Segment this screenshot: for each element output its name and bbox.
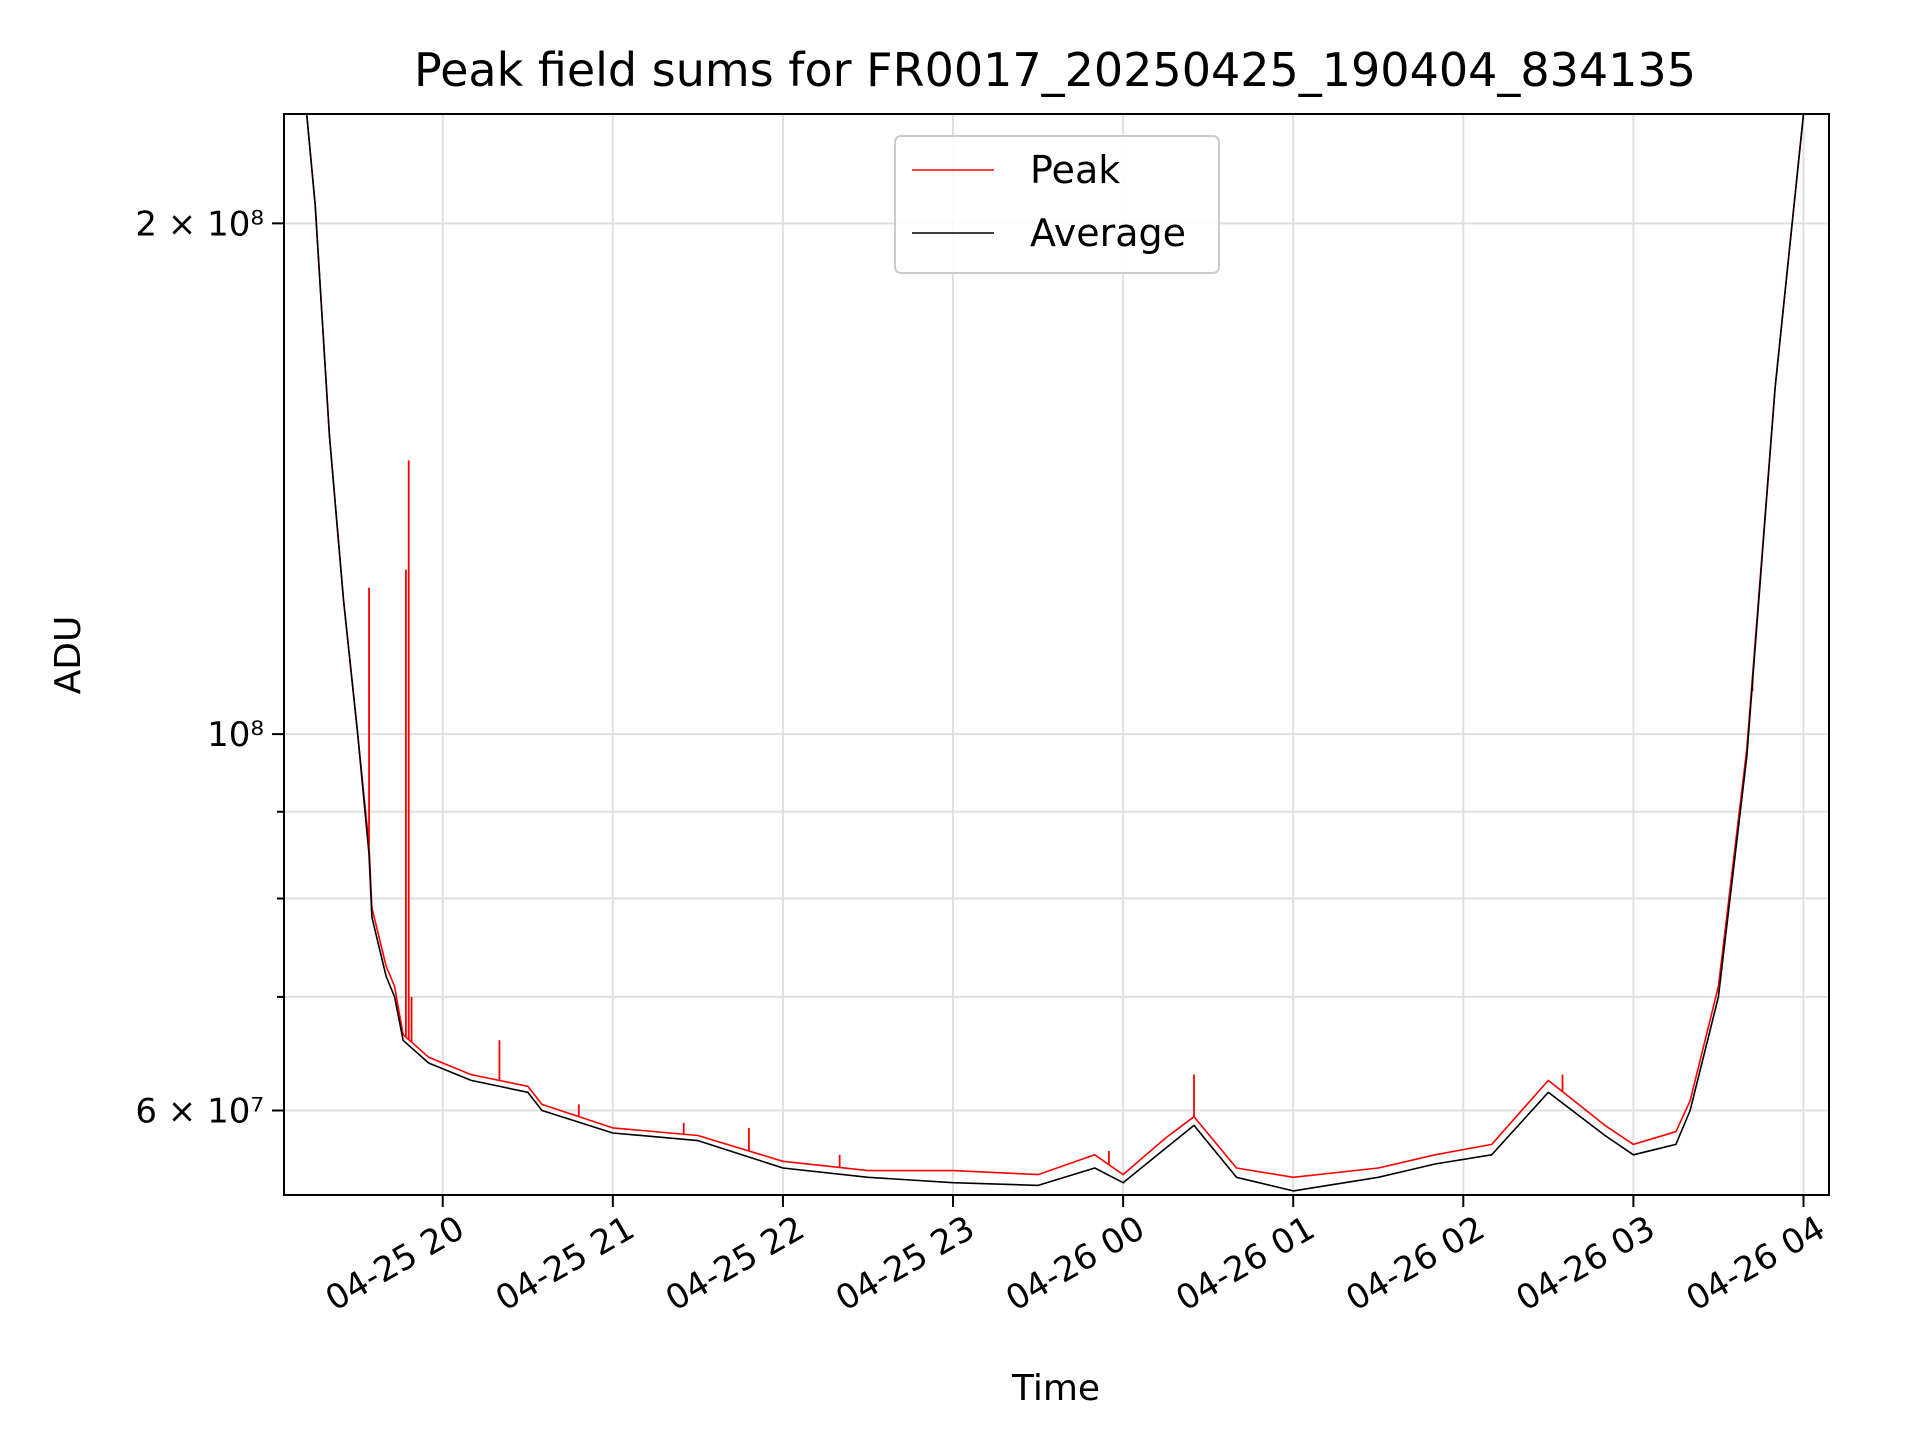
- legend-label-peak: Peak: [1030, 148, 1120, 192]
- x-axis-label: Time: [1011, 1368, 1100, 1409]
- plot-frame: [283, 113, 1830, 1196]
- legend-label-average: Average: [1030, 211, 1186, 255]
- y-tick-label: 2 × 10⁸: [135, 204, 264, 244]
- chart-title: Peak field sums for FR0017_20250425_1904…: [414, 43, 1696, 97]
- series-average: [284, 114, 1829, 1192]
- y-tick-label: 6 × 10⁷: [135, 1092, 264, 1132]
- series-line-average: [284, 114, 1829, 1192]
- series-layer: [284, 114, 1829, 1192]
- y-axis-ticks: 6 × 10⁷ 10⁸ 2 × 10⁸: [135, 204, 284, 1132]
- legend: Peak Average: [894, 135, 1220, 274]
- y-tick-label: 10⁸: [207, 715, 264, 755]
- y-axis-label: ADU: [48, 616, 89, 695]
